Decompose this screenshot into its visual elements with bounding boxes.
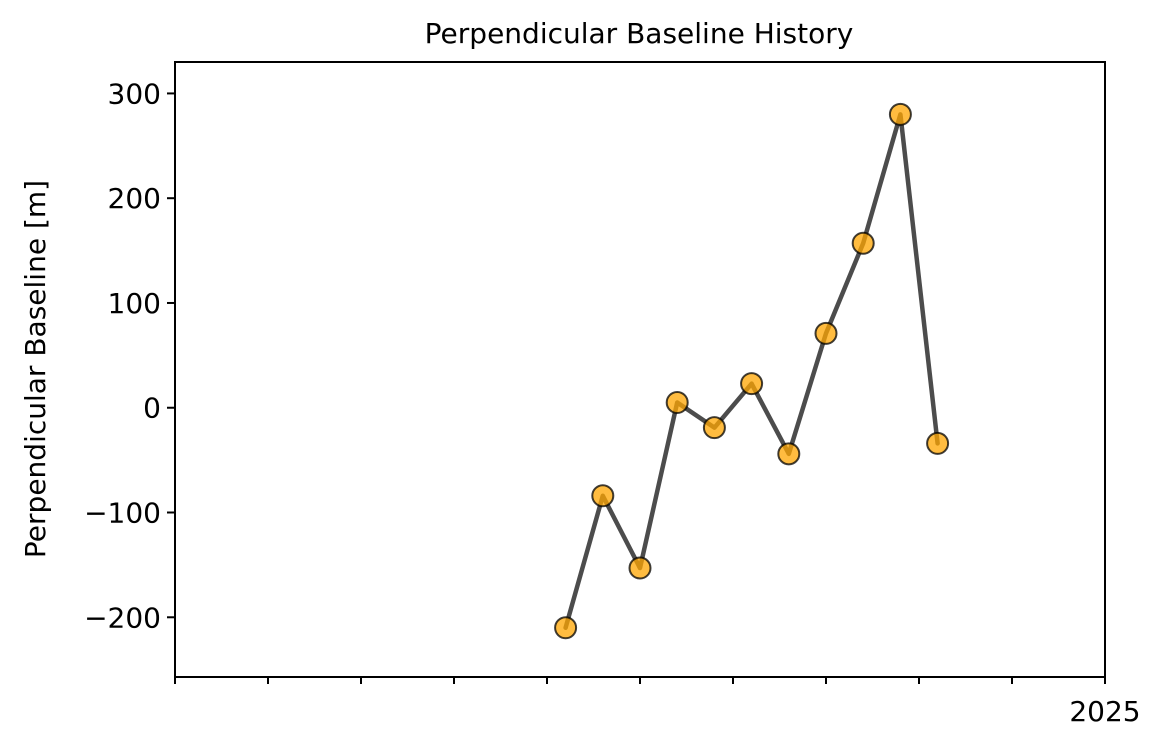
data-point [814, 321, 838, 345]
y-axis-label: Perpendicular Baseline [m] [19, 180, 52, 558]
data-point [740, 372, 764, 396]
data-point [851, 231, 875, 255]
data-point [665, 391, 689, 415]
y-axis-ticks: 300 200 100 0 −100 −200 [84, 77, 175, 634]
y-tick-label: −200 [84, 601, 161, 634]
y-tick-label: 200 [108, 182, 161, 215]
y-tick-label: 100 [108, 287, 161, 320]
x-axis-ticks: 2025 [174, 677, 1141, 728]
chart-title: Perpendicular Baseline History [425, 17, 854, 50]
series-group [554, 102, 950, 640]
y-tick-label: 0 [143, 392, 161, 425]
data-point [591, 484, 615, 508]
data-point [628, 556, 652, 580]
data-point [702, 416, 726, 440]
y-tick-label: 300 [108, 77, 161, 110]
x-tick-label: 2025 [1069, 695, 1140, 728]
data-point [888, 102, 912, 126]
data-point [777, 442, 801, 466]
data-point [926, 431, 950, 455]
y-tick-label: −100 [84, 497, 161, 530]
data-point [554, 616, 578, 640]
plot-area [174, 61, 1106, 678]
